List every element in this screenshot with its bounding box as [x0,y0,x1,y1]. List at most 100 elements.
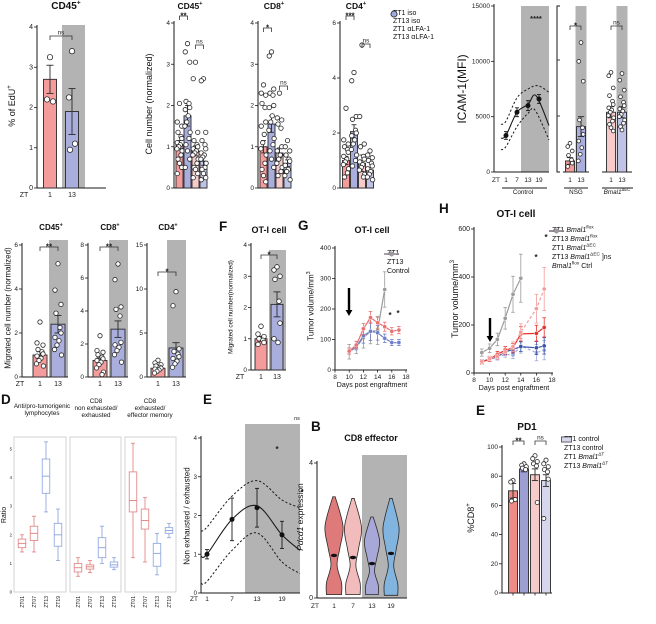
significance-label: *** [345,12,355,21]
data-point [364,174,370,180]
data-point [118,304,124,310]
box-x-label: ZT13 [155,596,161,608]
significance-label: * [396,309,400,318]
data-point [580,125,585,131]
data-point [370,177,376,183]
box-x-label: ZT19 [56,596,62,608]
significance-bracket [534,440,547,445]
y-tick-label: 15 [136,242,144,249]
y-tick-label: 1 [243,336,247,343]
y-tick-label: 5000 [476,114,491,121]
data-point [46,54,54,61]
data-point [514,109,520,115]
data-point [274,264,280,270]
data-point [262,104,268,111]
data-point [255,331,261,337]
data-point [40,351,46,357]
data-point [174,119,180,125]
legend-item: Control [384,251,410,275]
data-point [96,362,102,368]
significance-label: ** [106,243,113,252]
data-point [53,310,59,316]
panel-d-sub1-title: Anti/pro-tumorigenic lymphocytes [13,403,71,417]
y-tick-label: 5 [139,330,143,337]
panel-pd1-title: PD1 [517,422,537,433]
data-point [577,117,582,123]
bar [541,480,551,594]
data-point [40,342,46,348]
data-point [369,155,375,161]
data-point [272,276,278,283]
panel-letter-g: G [298,218,309,233]
data-point [263,119,269,125]
panel-letter-d: D [1,392,11,407]
data-point [113,306,119,312]
significance-label: * [574,22,578,31]
box-x-label: ZT13 [100,596,106,608]
data-point [195,129,201,135]
data-point [369,163,375,169]
y-tick-label: 3 [166,61,170,68]
data-point [621,121,626,126]
data-point [277,320,283,326]
data-point [283,152,289,158]
data-point [186,135,192,142]
data-point [200,170,207,177]
data-point [270,142,276,148]
legend-label: ZT13 Bmal1ΔEC ]ns [552,252,612,261]
data-point [194,160,200,166]
y-tick-label: 4 [332,75,336,82]
data-point [179,135,185,142]
data-point [37,319,43,325]
data-point [279,117,285,123]
data-point [175,129,181,135]
data-point [282,162,288,168]
significance-label: ** [46,243,53,252]
data-point [580,132,586,137]
data-point [353,130,359,136]
y-tick-label: 2 [14,330,18,337]
data-point [203,160,209,166]
data-point [576,59,582,64]
x-tick-label: 13 [577,177,585,184]
data-point [275,121,281,127]
panel-letter-e: E [203,392,213,407]
data-point [52,334,58,340]
significance-label: * [165,268,169,277]
data-point [190,76,196,82]
y-tick-label: 1 [10,561,13,566]
x-tick-label: 1 [156,381,160,388]
data-point [541,343,547,349]
data-point [271,164,277,170]
x-tick-label: 1 [205,596,209,603]
highlight-band [575,6,587,172]
y-tick-label: 1 [194,552,198,558]
significance-bracket [99,246,119,251]
data-point [543,457,549,463]
data-point [341,174,348,180]
x-tick-label: 16 [533,377,541,384]
y-tick-label: 0 [250,185,254,192]
data-point [534,499,540,505]
data-point [55,261,61,267]
legend-label: ZT13 Bmal1flox [552,234,598,243]
data-point [536,96,542,102]
data-point [357,113,363,120]
data-point [487,345,492,351]
ci-curve [500,107,550,151]
data-point [261,131,267,137]
data-point [71,140,79,147]
y-tick-label: 4 [14,286,18,293]
x-tick-label: 7 [515,177,519,184]
data-point [576,158,581,164]
y-tick-label: 4 [194,436,198,442]
y-tick-label: 0 [486,169,490,176]
data-point [545,476,551,482]
y-tick-label: 1 [166,144,170,151]
significance-label: ** [515,437,522,446]
data-point [33,361,40,367]
x-tick-label: ZT [492,177,500,184]
data-point [172,361,178,367]
panel-pd1-legend: ZT1 control ZT13 control ZT1 Bmal1ΔT ZT13 B… [561,436,608,470]
data-point [260,82,267,88]
